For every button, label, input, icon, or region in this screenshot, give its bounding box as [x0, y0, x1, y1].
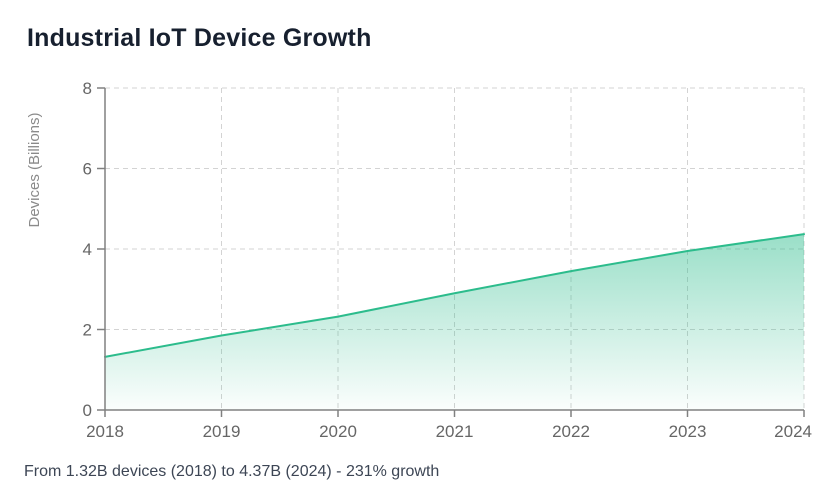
tick-marks — [97, 87, 805, 417]
svg-text:2019: 2019 — [203, 422, 241, 441]
x-tick-labels: 2018 2019 2020 2021 2022 2023 2024 — [86, 422, 812, 441]
svg-text:2024: 2024 — [774, 422, 812, 441]
svg-text:8: 8 — [83, 79, 92, 98]
svg-text:2022: 2022 — [552, 422, 590, 441]
svg-text:4: 4 — [83, 240, 92, 259]
y-tick-labels: 0 2 4 6 8 — [83, 79, 92, 420]
svg-text:2: 2 — [83, 321, 92, 340]
chart-caption: From 1.32B devices (2018) to 4.37B (2024… — [24, 463, 440, 480]
svg-text:0: 0 — [83, 401, 92, 420]
svg-text:2018: 2018 — [86, 422, 124, 441]
trend-line — [104, 233, 805, 358]
svg-text:2020: 2020 — [319, 422, 357, 441]
area-fill — [105, 234, 804, 410]
chart-title: Industrial IoT Device Growth — [27, 24, 372, 52]
svg-text:6: 6 — [83, 160, 92, 179]
y-axis-title: Devices (Billions) — [26, 112, 43, 227]
svg-text:2023: 2023 — [669, 422, 707, 441]
svg-text:2021: 2021 — [436, 422, 474, 441]
